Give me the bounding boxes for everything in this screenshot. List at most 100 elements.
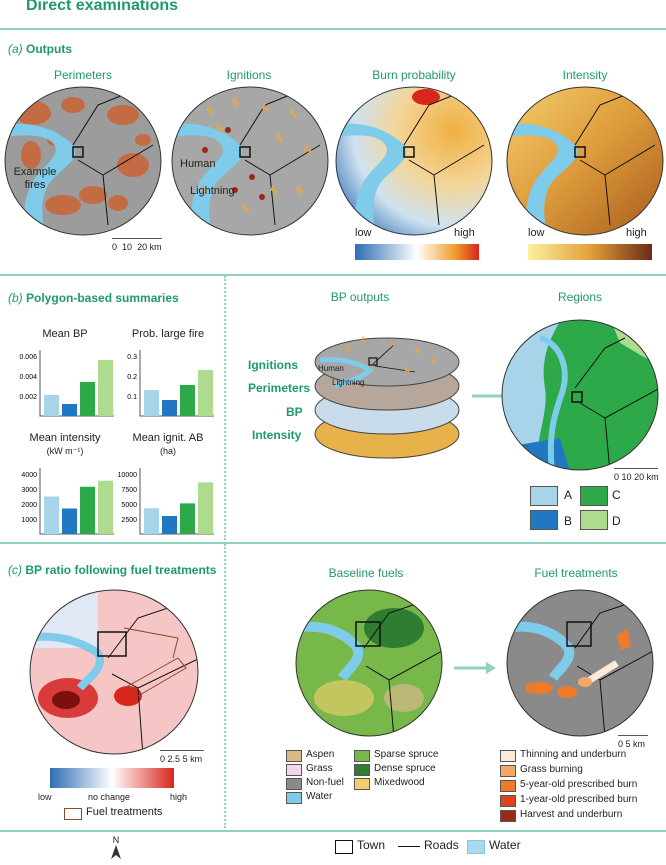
svg-text:ϟ: ϟ [216, 120, 224, 136]
y-tick-label: 7500 [121, 487, 137, 494]
treatment-swatch [500, 765, 516, 777]
vertical-divider [224, 544, 226, 828]
treatment-swatch [500, 750, 516, 762]
legend-swatch-c [580, 486, 608, 506]
bp-colorbar [355, 244, 479, 260]
fuel-treatments-swatch [64, 808, 82, 820]
treatment-swatch [500, 795, 516, 807]
bar-b [62, 404, 77, 416]
svg-text:ϟ: ϟ [242, 200, 250, 216]
svg-text:ϟ: ϟ [290, 106, 298, 122]
y-tick-label: 2500 [121, 517, 137, 524]
baseline-fuels-map [295, 589, 443, 737]
fuel-treatments-title: Fuel treatments [534, 566, 618, 580]
section-a-label: (a) Outputs [8, 42, 72, 56]
panel-title-intensity: Intensity [562, 68, 608, 82]
fuel-swatch [286, 764, 302, 776]
scale-tick-10: 10 [122, 242, 133, 252]
y-tick-label: 0.002 [19, 394, 37, 401]
panel-title-perimeters: Perimeters [53, 68, 112, 82]
chart-subtitle-mean-ignit-ab: (ha) [159, 446, 176, 456]
ratio-high-label: high [170, 792, 188, 802]
ratio-colorbar [50, 768, 174, 788]
legend-swatch-a [530, 486, 558, 506]
scale-tick-20: 20 km [634, 472, 659, 482]
intensity-low-label: low [528, 227, 545, 239]
bp-ratio-map [29, 589, 199, 755]
bar-a [44, 395, 59, 416]
svg-text:ϟ: ϟ [431, 356, 437, 367]
layer-ignitions: Ignitions [248, 358, 298, 372]
chart-title-mean-bp: Mean BP [42, 328, 88, 340]
legend-label-a: A [564, 488, 573, 502]
svg-text:ϟ: ϟ [296, 182, 304, 198]
legend-label-d: D [612, 514, 621, 528]
bar-a [144, 508, 159, 534]
fuel-treatments-map [506, 589, 654, 737]
panel-title-ignitions: Ignitions [226, 68, 272, 82]
section-c-letter: (c) [8, 563, 22, 577]
legend-swatch-d [580, 510, 608, 530]
fuel-legend-label: Non-fuel [306, 777, 344, 788]
bar-b [162, 400, 177, 416]
scale-tick-0: 0 [614, 472, 620, 482]
scale-tick-2-5: 2.5 [167, 754, 181, 764]
svg-text:ϟ: ϟ [304, 142, 312, 158]
layer-intensity: Intensity [252, 428, 302, 442]
roads-label: Roads [424, 838, 459, 852]
fuel-swatch [354, 750, 370, 762]
divider [0, 542, 666, 544]
baseline-fuels-title: Baseline fuels [328, 566, 404, 580]
town-swatch [335, 840, 353, 854]
scale-tick-20: 20 km [137, 242, 162, 252]
scale-tick-0: 0 [160, 754, 166, 764]
fuel-swatch [286, 750, 302, 762]
human-label: Human [180, 158, 216, 170]
bar-a [144, 390, 159, 416]
stack-lightning-label: Lightning [332, 378, 365, 387]
treatment-legend-label: Thinning and underburn [520, 749, 627, 760]
bar-c [180, 385, 195, 416]
fuel-treatments-label: Fuel treatments [86, 806, 163, 818]
svg-text:ϟ: ϟ [390, 340, 396, 351]
svg-text:ϟ: ϟ [270, 182, 278, 198]
scale-tick-0: 0 [618, 739, 624, 749]
treatment-legend-label: 5-year-old prescribed burn [520, 779, 638, 790]
bar-c [80, 382, 95, 416]
regions-map [501, 319, 659, 471]
treatment-swatch [500, 780, 516, 792]
svg-text:ϟ: ϟ [206, 102, 214, 118]
bar-a [44, 496, 59, 534]
svg-text:ϟ: ϟ [361, 336, 367, 347]
svg-text:ϟ: ϟ [415, 346, 421, 357]
perimeters-map [4, 86, 162, 236]
treatment-legend-label: Harvest and underburn [520, 809, 623, 820]
arrow-icon [454, 662, 496, 674]
vertical-divider [224, 276, 226, 540]
bp-outputs-title: BP outputs [330, 290, 390, 304]
section-a-text: Outputs [26, 42, 73, 56]
y-tick-label: 0.3 [127, 354, 137, 361]
y-tick-label: 0.004 [19, 374, 37, 381]
water-swatch [467, 840, 485, 854]
layer-bp: BP [286, 405, 303, 419]
svg-text:ϟ: ϟ [262, 100, 270, 116]
svg-text:ϟ: ϟ [232, 94, 240, 110]
divider [0, 28, 666, 30]
north-label: N [112, 835, 120, 845]
chart-title-mean-intensity: Mean intensity [29, 432, 101, 444]
section-a-letter: (a) [8, 42, 23, 56]
scale-tick-0: 0 [112, 242, 118, 252]
bar-b [62, 508, 77, 534]
divider [0, 830, 666, 832]
scale-bar-b: 0 10 20 km [614, 468, 659, 482]
y-tick-label: 10000 [118, 472, 138, 479]
section-b-text: Polygon-based summaries [26, 291, 179, 305]
stack-human-label: Human [318, 364, 344, 373]
scale-bar-c: 0 2.5 5 km [160, 750, 204, 764]
roads-swatch [398, 846, 420, 847]
bp-low-label: low [355, 227, 372, 239]
bp-high-label: high [454, 227, 475, 239]
bp-outputs-stack: ϟ ϟϟ ϟϟϟ [314, 336, 460, 459]
bar-charts: 0.002 0.004 0.006 0.1 0.2 0.3 1000 2000 3000 4000… [19, 350, 214, 535]
